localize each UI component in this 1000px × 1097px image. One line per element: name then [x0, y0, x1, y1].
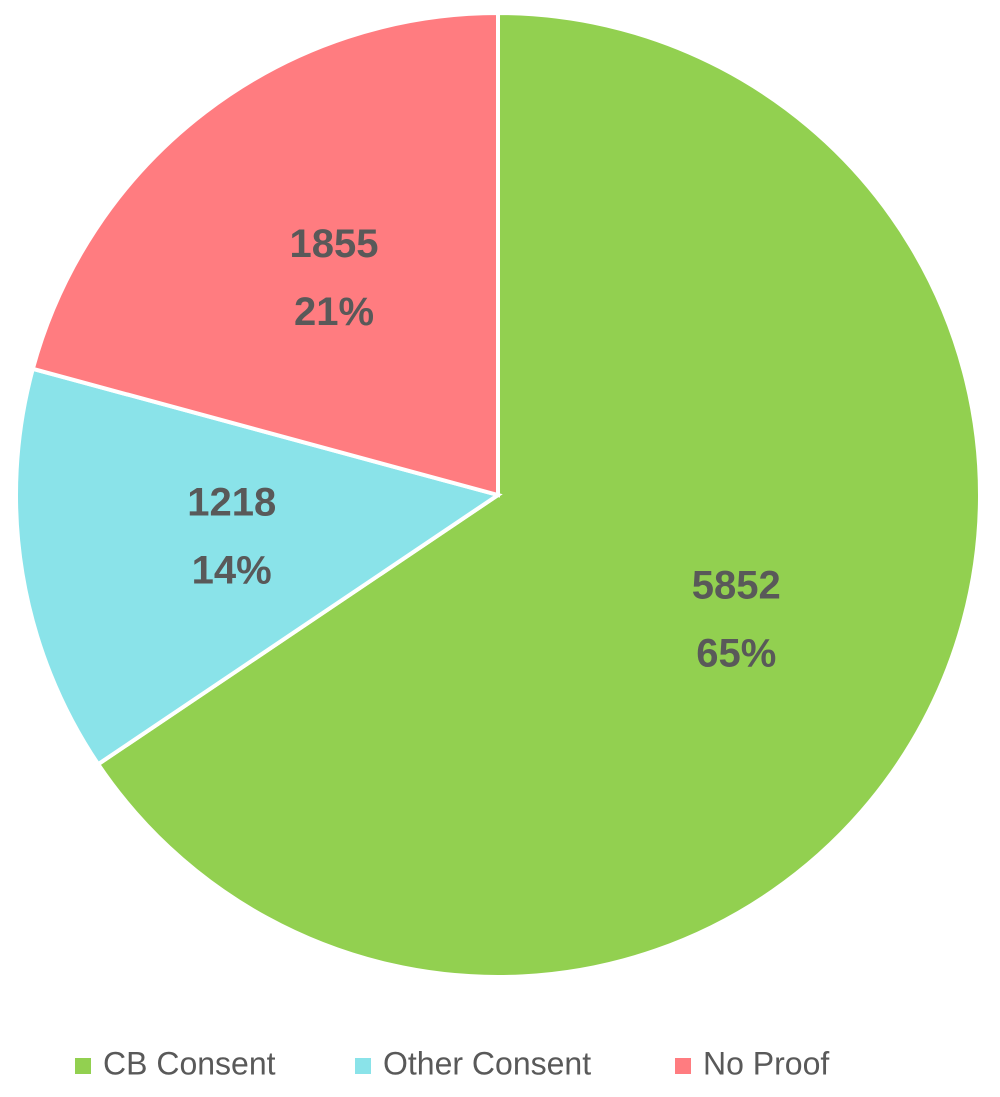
- percent-label: 65%: [696, 631, 776, 675]
- legend-swatch: [675, 1058, 691, 1074]
- legend-swatch: [75, 1058, 91, 1074]
- pie-slice: [95, 10, 982, 979]
- legend-label: No Proof: [703, 1045, 829, 1081]
- legend-label: CB Consent: [103, 1045, 276, 1081]
- pie-slice: [14, 366, 503, 767]
- percent-label: 14%: [192, 549, 272, 593]
- value-label: 1855: [290, 222, 379, 266]
- value-label: 1218: [187, 481, 276, 525]
- pie-slice: [30, 10, 500, 498]
- legend-swatch: [355, 1058, 371, 1074]
- value-label: 5852: [692, 563, 781, 607]
- percent-label: 21%: [294, 290, 374, 334]
- legend-label: Other Consent: [383, 1045, 591, 1081]
